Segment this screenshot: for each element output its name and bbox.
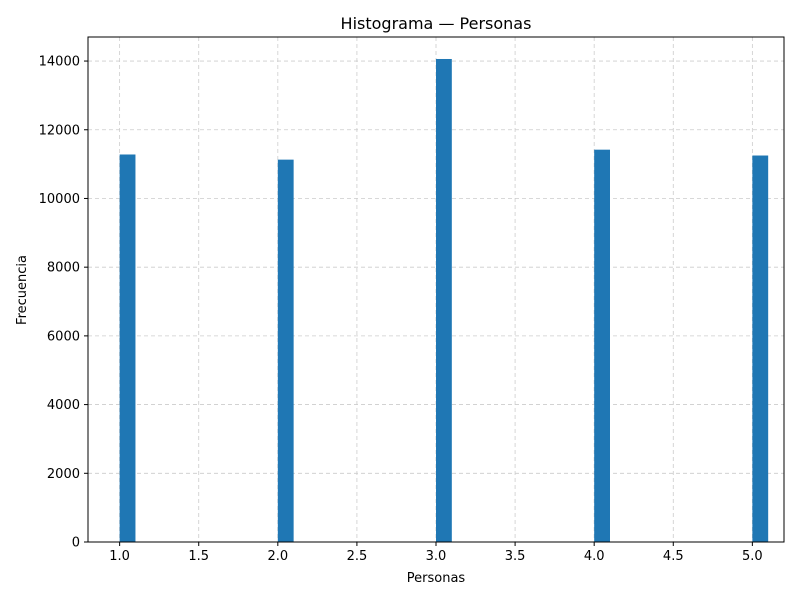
y-tick-label: 6000 (47, 329, 80, 344)
histogram-bar (752, 155, 769, 543)
x-tick-label: 4.0 (584, 549, 605, 564)
y-axis: 0 2000 4000 6000 8000 10000 12000 14000 (39, 55, 88, 551)
y-tick-label: 12000 (39, 123, 80, 138)
x-tick-label: 5.0 (742, 549, 763, 564)
x-tick-label: 2.0 (267, 549, 288, 564)
y-tick-label: 0 (72, 536, 80, 551)
x-tick-label: 2.5 (347, 549, 368, 564)
x-axis-label: Personas (407, 571, 466, 586)
chart-title: Histograma — Personas (341, 14, 532, 33)
y-axis-label: Frecuencia (15, 255, 30, 325)
x-axis: 1.0 1.5 2.0 2.5 3.0 3.5 4.0 4.5 5.0 (109, 542, 763, 564)
bars (119, 58, 769, 543)
x-tick-label: 3.0 (426, 549, 447, 564)
x-tick-label: 3.5 (505, 549, 526, 564)
y-tick-label: 10000 (39, 192, 80, 207)
x-tick-label: 1.0 (109, 549, 130, 564)
histogram-bar (436, 58, 452, 543)
histogram-bar (594, 149, 610, 542)
y-tick-label: 8000 (47, 261, 80, 276)
y-tick-label: 4000 (47, 398, 80, 413)
histogram-bar (277, 159, 294, 542)
histogram-bar (119, 154, 136, 542)
y-tick-label: 14000 (39, 55, 80, 70)
y-tick-label: 2000 (47, 467, 80, 482)
x-tick-label: 1.5 (188, 549, 209, 564)
x-tick-label: 4.5 (663, 549, 684, 564)
